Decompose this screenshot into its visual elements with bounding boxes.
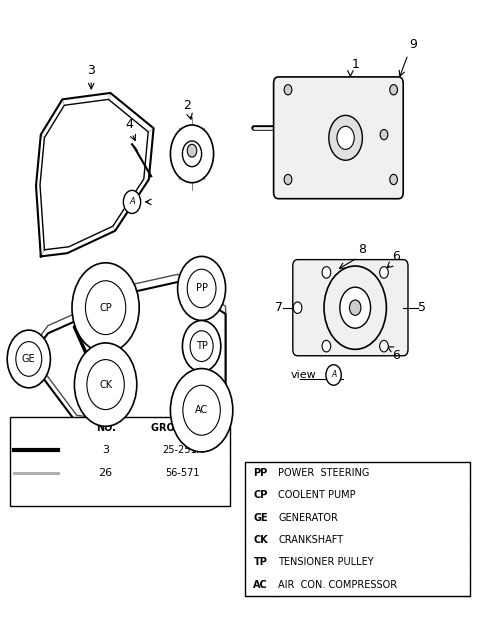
Text: GE: GE: [253, 513, 268, 522]
Text: 7: 7: [275, 301, 283, 314]
Circle shape: [326, 365, 341, 385]
Circle shape: [170, 369, 233, 452]
Circle shape: [380, 129, 388, 140]
Circle shape: [178, 256, 226, 320]
Text: 8: 8: [359, 244, 366, 256]
Circle shape: [322, 340, 331, 352]
Circle shape: [324, 266, 386, 349]
Circle shape: [16, 342, 42, 376]
Text: TP: TP: [196, 341, 207, 351]
Text: TP: TP: [253, 558, 267, 567]
Text: CK: CK: [99, 379, 112, 390]
Text: CK: CK: [253, 535, 268, 545]
Text: 9: 9: [409, 38, 417, 51]
Text: NO.: NO.: [96, 423, 116, 433]
Text: A: A: [129, 197, 135, 206]
Text: 4: 4: [126, 119, 133, 131]
Circle shape: [329, 115, 362, 160]
Text: CP: CP: [99, 303, 112, 313]
Bar: [10, 417, 230, 506]
Text: 56-571: 56-571: [165, 468, 200, 478]
Circle shape: [380, 340, 388, 352]
Text: GE: GE: [22, 354, 36, 364]
Text: 3: 3: [87, 64, 95, 77]
Text: 6: 6: [392, 250, 400, 263]
Circle shape: [87, 360, 124, 410]
Text: 3: 3: [102, 445, 109, 455]
Text: CP: CP: [253, 490, 267, 500]
Circle shape: [390, 85, 397, 95]
Circle shape: [85, 281, 126, 335]
Circle shape: [349, 300, 361, 315]
Circle shape: [183, 385, 220, 435]
Circle shape: [182, 320, 221, 372]
Circle shape: [7, 330, 50, 388]
Circle shape: [284, 85, 292, 95]
FancyBboxPatch shape: [293, 260, 408, 356]
Text: PP: PP: [196, 283, 207, 294]
Text: 6: 6: [392, 349, 400, 362]
Circle shape: [284, 174, 292, 185]
Circle shape: [293, 302, 302, 313]
Circle shape: [72, 263, 139, 353]
Text: 5: 5: [418, 301, 426, 314]
Text: TENSIONER PULLEY: TENSIONER PULLEY: [278, 558, 374, 567]
Text: COOLENT PUMP: COOLENT PUMP: [278, 490, 356, 500]
Text: POWER  STEERING: POWER STEERING: [278, 468, 370, 478]
Text: view: view: [291, 370, 317, 380]
Text: CRANKSHAFT: CRANKSHAFT: [278, 535, 344, 545]
Circle shape: [390, 174, 397, 185]
Text: AIR  CON. COMPRESSOR: AIR CON. COMPRESSOR: [278, 580, 397, 590]
Text: 25-251A: 25-251A: [162, 445, 203, 455]
Circle shape: [187, 144, 197, 157]
Circle shape: [340, 287, 371, 328]
Text: A: A: [331, 370, 336, 379]
Circle shape: [190, 331, 213, 362]
Text: AC: AC: [195, 405, 208, 415]
Text: 2: 2: [183, 99, 191, 112]
Circle shape: [123, 190, 141, 213]
Circle shape: [187, 269, 216, 308]
Text: 26: 26: [98, 468, 113, 478]
Circle shape: [74, 343, 137, 426]
Bar: [245, 462, 470, 596]
Text: GROUP NO.: GROUP NO.: [151, 423, 214, 433]
Text: AC: AC: [253, 580, 268, 590]
Circle shape: [337, 126, 354, 149]
Text: 1: 1: [351, 58, 359, 71]
Text: GENERATOR: GENERATOR: [278, 513, 338, 522]
FancyBboxPatch shape: [274, 77, 403, 199]
Circle shape: [182, 141, 202, 167]
Circle shape: [322, 267, 331, 278]
Circle shape: [380, 267, 388, 278]
Text: PP: PP: [253, 468, 267, 478]
Circle shape: [170, 125, 214, 183]
